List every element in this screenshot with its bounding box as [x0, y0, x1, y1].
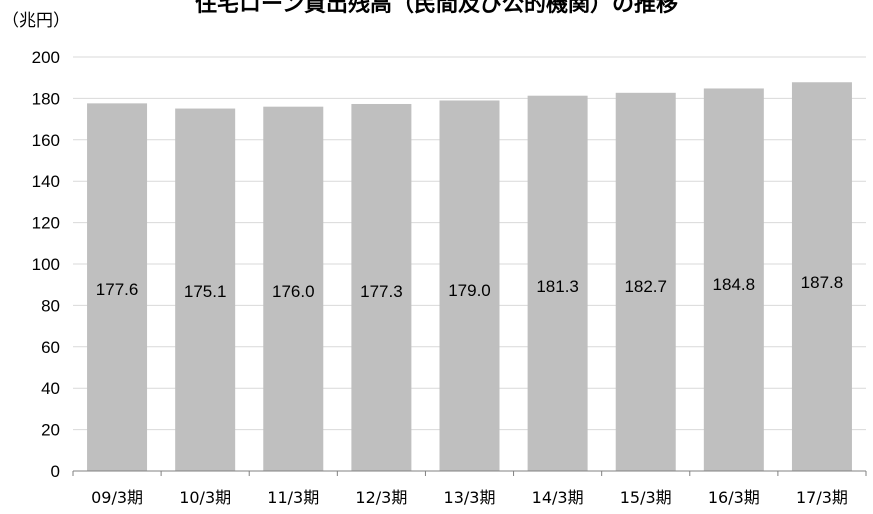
y-tick-label: 60 — [41, 338, 60, 357]
data-label: 175.1 — [184, 282, 227, 301]
data-label: 176.0 — [272, 282, 315, 301]
y-tick-label: 120 — [32, 214, 60, 233]
y-tick-label: 0 — [51, 462, 60, 481]
x-tick-label: 17/3期 — [796, 488, 848, 507]
x-tick-label: 12/3期 — [355, 488, 407, 507]
bar — [263, 106, 324, 472]
data-label: 177.6 — [96, 280, 139, 299]
y-tick-label: 20 — [41, 421, 60, 440]
y-tick-label: 140 — [32, 172, 60, 191]
y-tick-label: 160 — [32, 131, 60, 150]
y-tick-label: 180 — [32, 89, 60, 108]
data-label: 182.7 — [624, 277, 667, 296]
x-tick-label: 13/3期 — [444, 488, 496, 507]
data-label: 187.8 — [801, 273, 844, 292]
bar — [791, 82, 852, 471]
bar — [351, 103, 412, 471]
bar — [439, 100, 500, 471]
bar — [615, 92, 676, 471]
bar — [175, 108, 236, 471]
x-tick-label: 14/3期 — [532, 488, 584, 507]
x-tick-label: 09/3期 — [91, 488, 143, 507]
x-tick-label: 11/3期 — [267, 488, 319, 507]
bar — [87, 103, 148, 472]
chart-title: 住宅ローン貸出残高（民間及び公的機関）の推移 — [195, 0, 678, 17]
x-tick-label: 16/3期 — [708, 488, 760, 507]
x-tick-label: 10/3期 — [179, 488, 231, 507]
bar — [703, 88, 764, 472]
bar — [527, 95, 588, 472]
data-label: 181.3 — [536, 277, 579, 296]
y-axis-unit-label: （兆円） — [2, 11, 70, 31]
y-tick-label: 200 — [32, 48, 60, 67]
y-tick-label: 80 — [41, 296, 60, 315]
x-tick-label: 15/3期 — [620, 488, 672, 507]
data-label: 179.0 — [448, 281, 491, 300]
data-label: 177.3 — [360, 282, 403, 301]
data-label: 184.8 — [713, 275, 756, 294]
y-tick-label: 100 — [32, 255, 60, 274]
y-tick-label: 40 — [41, 379, 60, 398]
